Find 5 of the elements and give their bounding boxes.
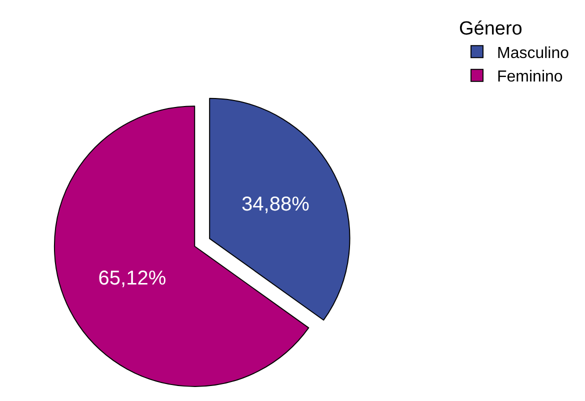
data-label: 65,12%: [98, 267, 166, 290]
data-label: 34,88%: [242, 194, 310, 216]
legend-title: Género: [459, 18, 522, 40]
legend-label: Feminino: [497, 68, 563, 86]
legend-label: Masculino: [497, 44, 570, 62]
